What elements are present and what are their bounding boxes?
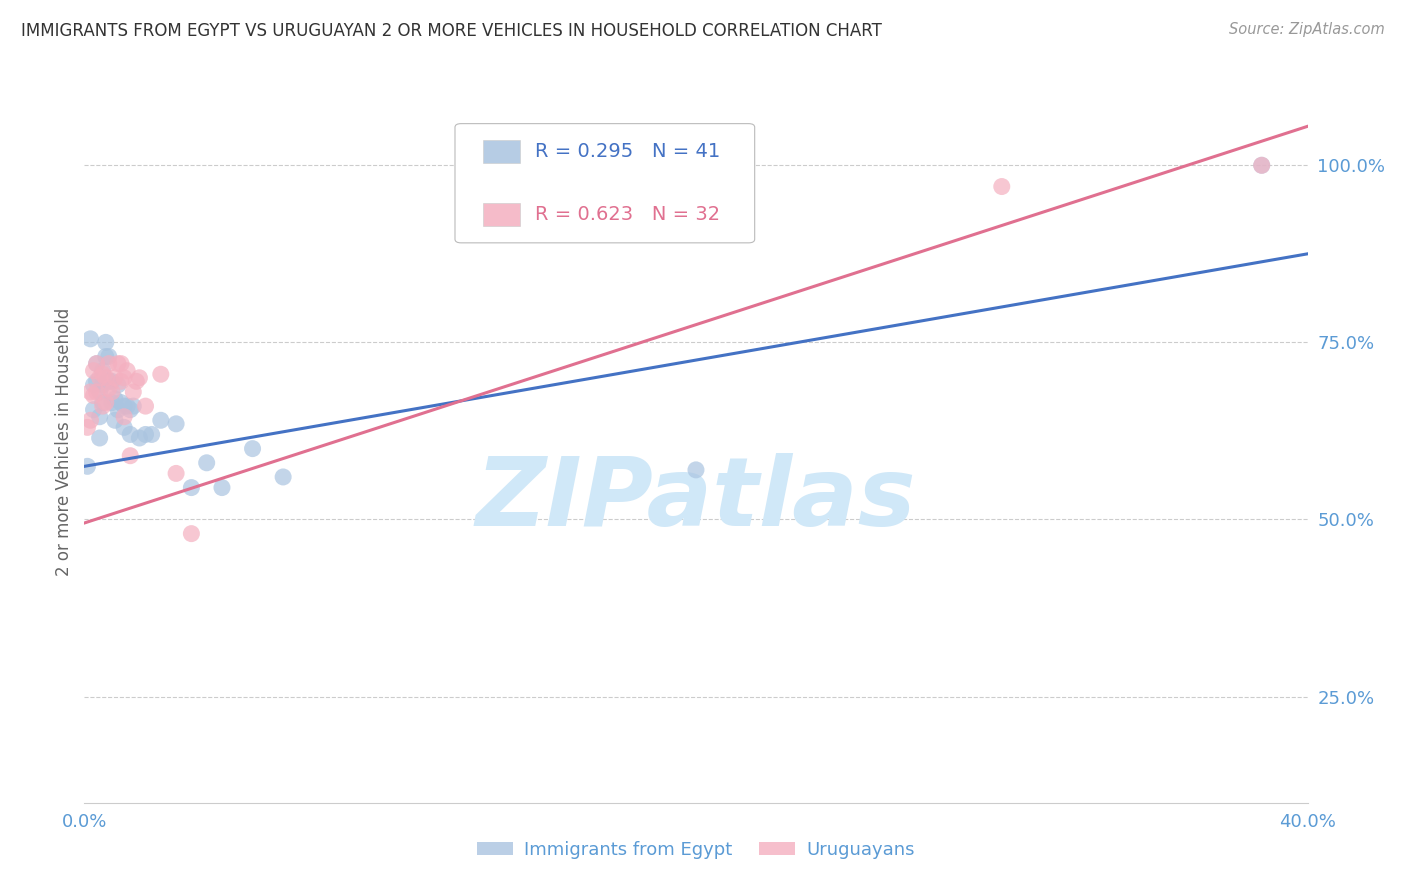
Point — [242, 442, 264, 456]
Point — [97, 350, 120, 364]
Point — [122, 384, 145, 399]
Point — [165, 467, 187, 481]
Point — [94, 371, 117, 385]
Point — [104, 392, 127, 406]
Point — [120, 449, 142, 463]
Point — [115, 399, 138, 413]
Point — [91, 368, 114, 382]
Point — [211, 481, 233, 495]
Legend: Immigrants from Egypt, Uruguayans: Immigrants from Egypt, Uruguayans — [470, 834, 922, 866]
Text: IMMIGRANTS FROM EGYPT VS URUGUAYAN 2 OR MORE VEHICLES IN HOUSEHOLD CORRELATION C: IMMIGRANTS FROM EGYPT VS URUGUAYAN 2 OR … — [21, 22, 882, 40]
Y-axis label: 2 or more Vehicles in Household: 2 or more Vehicles in Household — [55, 308, 73, 575]
Point — [76, 420, 98, 434]
Point — [180, 526, 202, 541]
Point — [76, 459, 98, 474]
Point — [112, 371, 135, 385]
Point — [86, 357, 108, 371]
Point — [101, 375, 124, 389]
Point — [991, 179, 1014, 194]
Point — [94, 335, 117, 350]
Point — [107, 357, 129, 371]
Point — [141, 427, 163, 442]
Point — [271, 470, 294, 484]
Point — [195, 456, 218, 470]
Point — [86, 375, 108, 389]
Point — [91, 377, 114, 392]
Point — [125, 375, 148, 389]
Point — [86, 357, 108, 371]
Point — [149, 368, 172, 382]
Point — [104, 413, 127, 427]
Point — [83, 388, 105, 402]
Point — [135, 427, 157, 442]
Point — [107, 402, 129, 417]
Point — [112, 409, 135, 424]
Point — [101, 384, 124, 399]
Point — [110, 375, 132, 389]
FancyBboxPatch shape — [456, 124, 755, 243]
Point — [110, 395, 132, 409]
Point — [83, 377, 105, 392]
Text: R = 0.623   N = 32: R = 0.623 N = 32 — [534, 205, 720, 224]
Point — [128, 431, 150, 445]
Point — [120, 427, 142, 442]
Point — [97, 357, 120, 371]
Point — [91, 364, 114, 378]
Point — [79, 413, 101, 427]
Point — [97, 375, 120, 389]
Point — [128, 371, 150, 385]
Point — [110, 357, 132, 371]
Point — [135, 399, 157, 413]
Point — [83, 364, 105, 378]
FancyBboxPatch shape — [484, 203, 520, 227]
Point — [107, 377, 129, 392]
Point — [91, 399, 114, 413]
Point — [122, 399, 145, 413]
Point — [1250, 158, 1272, 172]
Point — [149, 413, 172, 427]
Point — [115, 364, 138, 378]
Point — [89, 431, 111, 445]
Point — [79, 332, 101, 346]
Point — [94, 350, 117, 364]
Point — [83, 402, 105, 417]
Point — [94, 395, 117, 409]
Point — [1250, 158, 1272, 172]
Point — [101, 395, 124, 409]
Text: Source: ZipAtlas.com: Source: ZipAtlas.com — [1229, 22, 1385, 37]
Point — [91, 395, 114, 409]
FancyBboxPatch shape — [484, 140, 520, 163]
Point — [89, 409, 111, 424]
Text: ZIPatlas: ZIPatlas — [475, 453, 917, 546]
Text: R = 0.295   N = 41: R = 0.295 N = 41 — [534, 143, 720, 161]
Point — [89, 384, 111, 399]
Point — [112, 399, 135, 413]
Point — [112, 420, 135, 434]
Point — [104, 371, 127, 385]
Point — [79, 384, 101, 399]
Point — [89, 371, 111, 385]
Point — [180, 481, 202, 495]
Point — [120, 402, 142, 417]
Point — [165, 417, 187, 431]
Point — [86, 384, 108, 399]
Point — [97, 381, 120, 395]
Point — [685, 463, 707, 477]
